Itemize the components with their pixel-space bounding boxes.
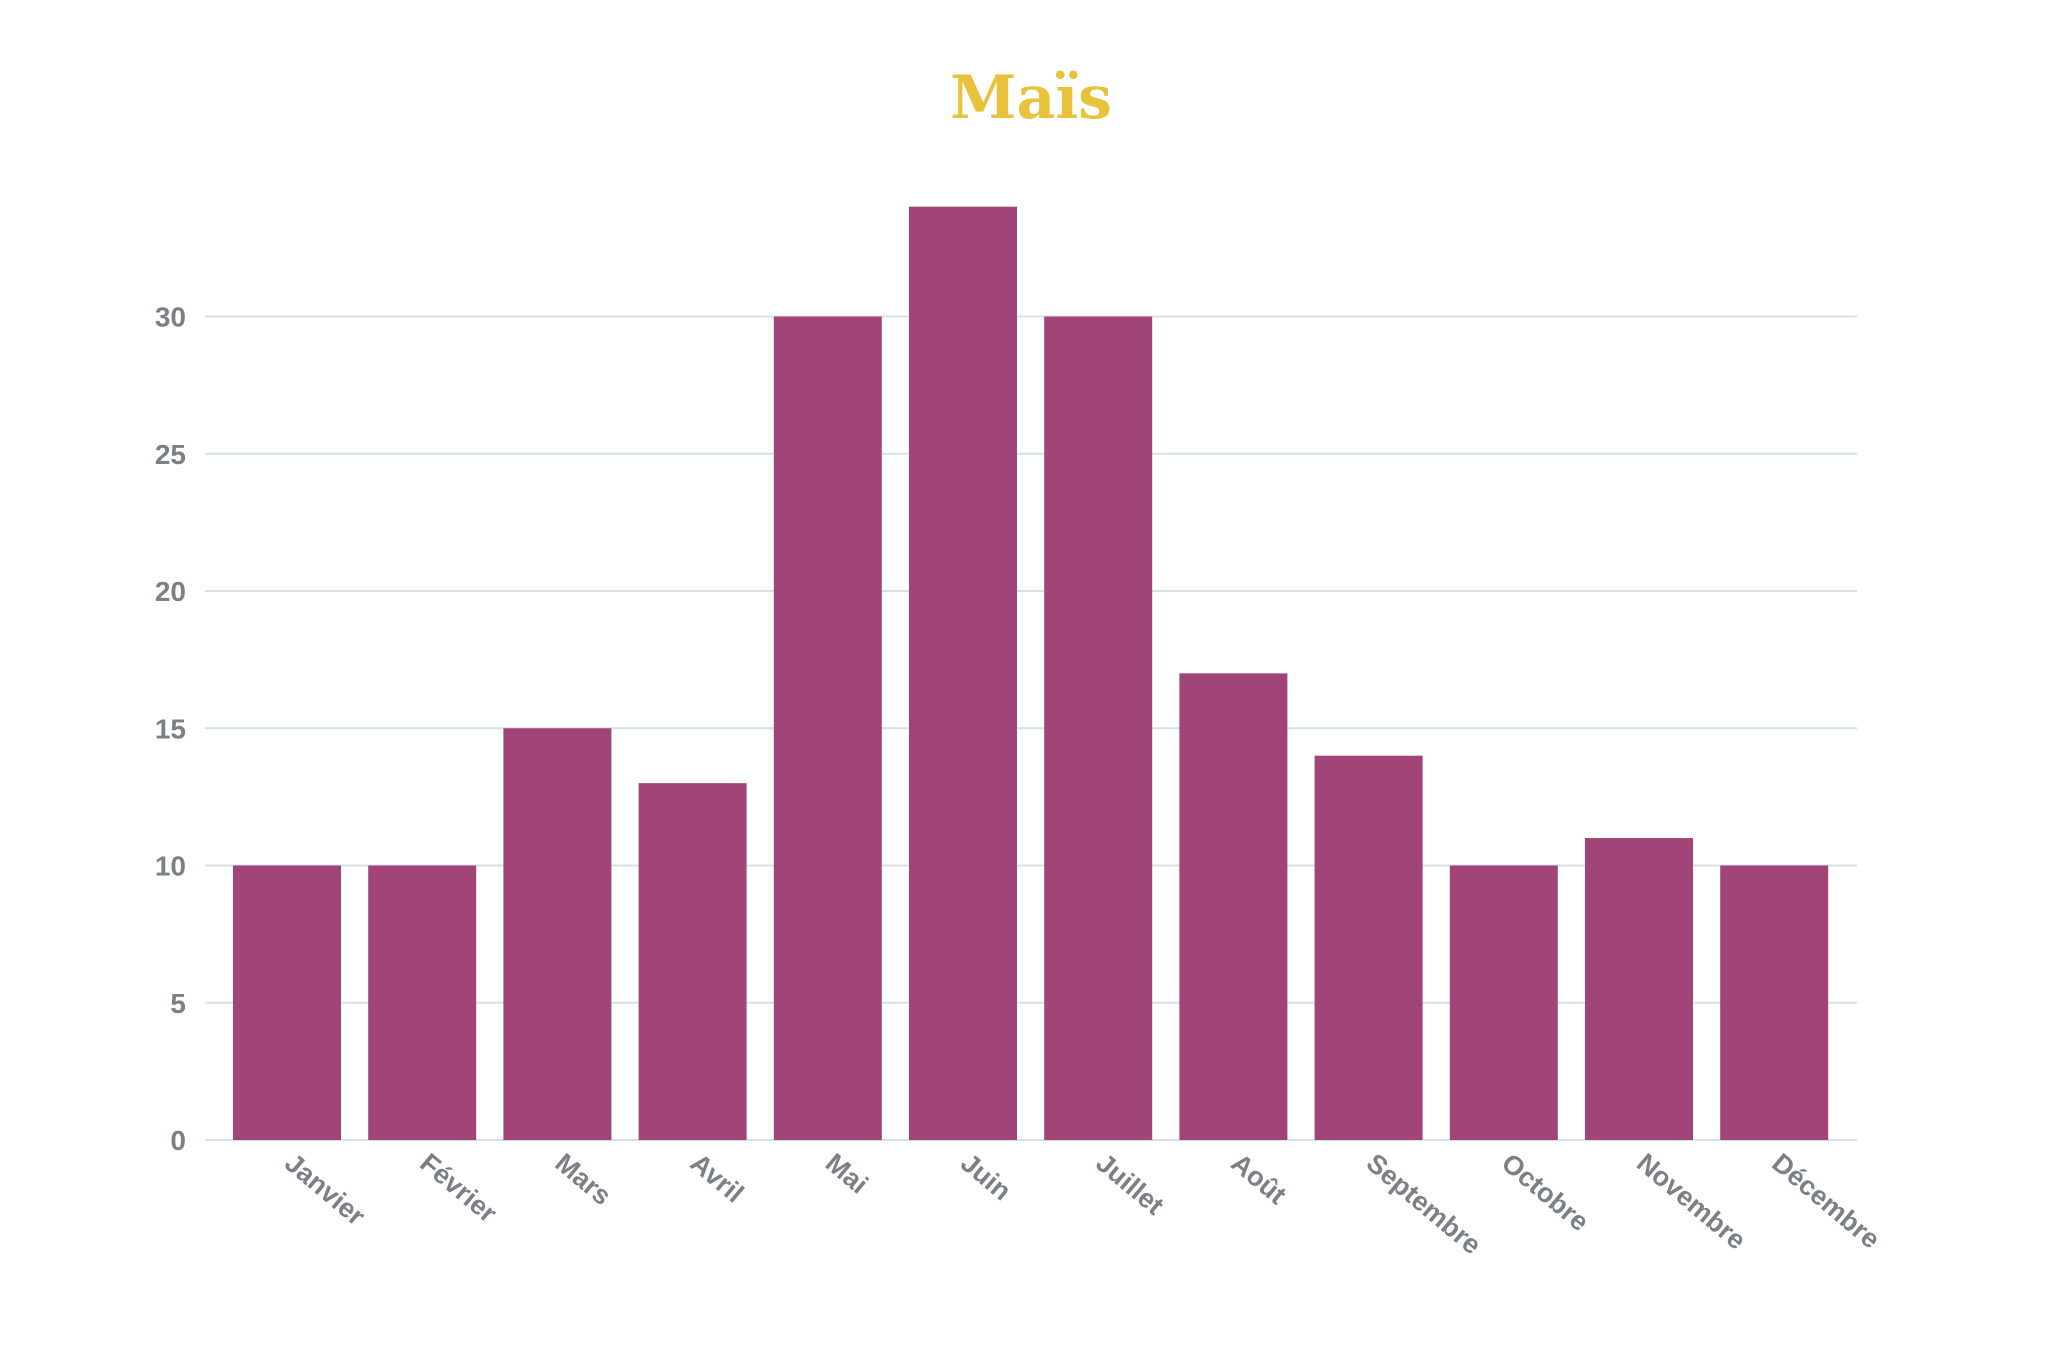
x-tick-label: Décembre (1766, 1148, 1885, 1255)
bar-septembre (1314, 755, 1423, 1140)
y-tick-label: 0 (170, 1125, 186, 1156)
x-tick-label: Août (1226, 1148, 1292, 1211)
bar-août (1179, 673, 1288, 1140)
bar-mars (503, 728, 612, 1140)
bars (233, 206, 1829, 1140)
bar-avril (638, 783, 747, 1140)
x-tick-label: Juillet (1090, 1148, 1169, 1221)
bar-décembre (1720, 865, 1829, 1140)
y-tick-label: 5 (170, 988, 186, 1019)
y-tick-label: 20 (155, 576, 186, 607)
bar-novembre (1585, 838, 1693, 1140)
x-tick-label: Novembre (1631, 1148, 1751, 1256)
x-tick-label: Avril (685, 1148, 750, 1209)
x-tick-label: Septembre (1361, 1148, 1487, 1261)
x-tick-label: Mai (820, 1148, 874, 1200)
bar-mai (773, 316, 882, 1140)
bar-février (368, 865, 477, 1140)
x-tick-label: Février (414, 1148, 503, 1229)
bar-octobre (1449, 865, 1558, 1140)
x-tick-label: Juin (955, 1148, 1017, 1207)
bar-juin (909, 206, 1017, 1140)
y-axis-ticks: 0 5 10 15 20 25 30 (155, 302, 186, 1157)
y-tick-label: 10 (155, 851, 186, 882)
bar-juillet (1044, 316, 1153, 1140)
gridlines (205, 315, 1857, 1141)
y-tick-label: 15 (155, 713, 186, 744)
x-tick-label: Mars (550, 1148, 618, 1211)
x-tick-label: Octobre (1496, 1148, 1595, 1238)
y-tick-label: 30 (155, 302, 186, 333)
chart-title: Maïs (950, 63, 1112, 133)
bar-janvier (233, 865, 341, 1140)
x-tick-label: Janvier (279, 1148, 371, 1232)
x-axis-labels: Janvier Février Mars Avril Mai Juin Juillet Aoû… (279, 1148, 1886, 1261)
y-tick-label: 25 (155, 439, 186, 470)
